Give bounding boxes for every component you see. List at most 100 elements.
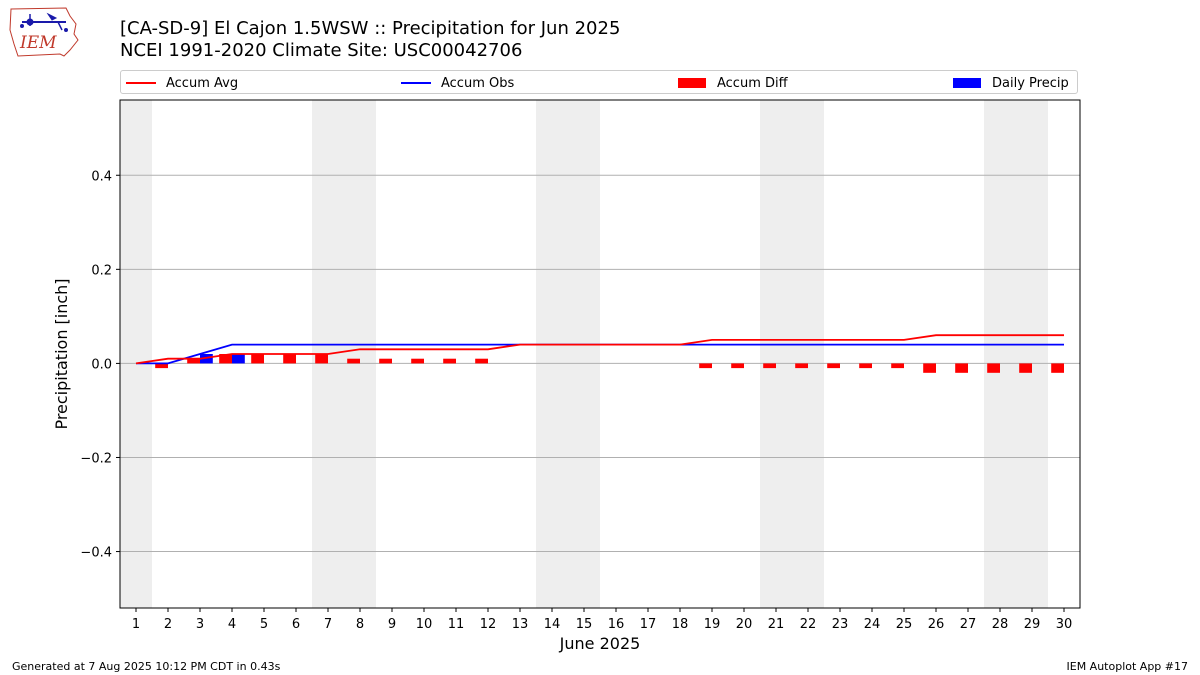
accum-diff-bar: [763, 363, 776, 369]
x-tick-label: 11: [448, 617, 465, 632]
x-tick-label: 6: [292, 617, 300, 632]
iem-logo: IEM: [9, 7, 79, 57]
plot-frame: [119, 99, 1081, 609]
logo-text: IEM: [19, 33, 57, 53]
lines-layer: [135, 334, 1064, 365]
legend-label-accum-diff: Accum Diff: [717, 75, 788, 91]
accum-diff-bar: [731, 363, 744, 369]
x-tick-label: 2: [164, 617, 172, 632]
x-tick-label: 14: [544, 617, 561, 632]
accum-diff-bar: [379, 358, 392, 364]
x-tick-label: 3: [196, 617, 204, 632]
generated-timestamp: Generated at 7 Aug 2025 10:12 PM CDT in …: [12, 660, 281, 673]
accum-diff-bar: [315, 354, 328, 364]
accum-diff-bar: [251, 354, 264, 364]
accum-diff-bar: [187, 358, 200, 364]
x-tick-label: 30: [1056, 617, 1073, 632]
legend-swatch-accum-obs: [401, 82, 431, 84]
legend-label-accum-avg: Accum Avg: [166, 75, 239, 91]
weekend-shade: [120, 100, 152, 608]
legend-item-daily-precip: Daily Precip: [953, 74, 1069, 92]
accum-diff-bar: [795, 363, 808, 369]
legend-label-daily-precip: Daily Precip: [992, 75, 1069, 91]
accum-diff-bar: [219, 354, 232, 364]
x-tick-label: 13: [512, 617, 529, 632]
legend-item-accum-obs: Accum Obs: [401, 74, 514, 92]
accum-diff-bar: [475, 358, 488, 364]
x-tick-label: 18: [672, 617, 689, 632]
accum-diff-bar: [347, 358, 360, 364]
weekend-shade: [984, 100, 1016, 608]
weather-station-icon: [20, 12, 68, 32]
x-axis: 1 2 3 4 5 6 7 8 9 10 11 12 13 14 15 16 17 18 19 20 21 22 23 24 2…: [132, 608, 1072, 632]
legend-label-accum-obs: Accum Obs: [441, 75, 515, 91]
grid-lines: [120, 174, 1080, 553]
x-tick-label: 8: [356, 617, 364, 632]
accum-diff-bar: [955, 363, 968, 373]
legend-swatch-daily-precip: [953, 78, 981, 88]
x-tick-label: 16: [608, 617, 625, 632]
legend-swatch-accum-diff: [678, 78, 706, 88]
accum-diff-bar: [891, 363, 904, 369]
weekend-shade: [568, 100, 600, 608]
daily-precip-bar: [232, 354, 245, 364]
accum-diff-bar: [699, 363, 712, 369]
y-tick-label: 0.4: [91, 169, 112, 184]
y-tick-label: 0.2: [91, 263, 112, 278]
y-tick-label: −0.4: [80, 546, 112, 561]
x-tick-label: 12: [480, 617, 497, 632]
chart-subtitle: NCEI 1991-2020 Climate Site: USC00042706: [120, 40, 523, 61]
x-tick-label: 19: [704, 617, 721, 632]
y-tick-label: −0.2: [80, 451, 112, 466]
accum-avg-line: [135, 334, 1064, 365]
x-tick-label: 5: [260, 617, 268, 632]
x-tick-label: 27: [960, 617, 977, 632]
x-tick-label: 28: [992, 617, 1009, 632]
accum-diff-bar: [923, 363, 936, 373]
x-tick-label: 23: [832, 617, 849, 632]
weekend-shade: [760, 100, 792, 608]
accum-diff-bar: [827, 363, 840, 369]
weekend-shade: [1016, 100, 1048, 608]
y-tick-label: 0.0: [91, 357, 112, 372]
weekend-shade: [792, 100, 824, 608]
x-tick-label: 26: [928, 617, 945, 632]
app-label: IEM Autoplot App #17: [1066, 660, 1189, 673]
bars-layer: [155, 354, 1064, 373]
iowa-state-outline: [9, 7, 79, 57]
x-tick-label: 1: [132, 617, 140, 632]
daily-precip-bar: [200, 354, 213, 364]
x-tick-label: 20: [736, 617, 753, 632]
legend-swatch-accum-avg: [126, 82, 156, 84]
y-axis: −0.4 −0.2 0.0 0.2 0.4: [80, 169, 120, 561]
weekend-shade: [344, 100, 376, 608]
x-tick-label: 17: [640, 617, 657, 632]
x-axis-label: June 2025: [559, 634, 641, 653]
accum-diff-bar: [859, 363, 872, 369]
x-tick-label: 15: [576, 617, 593, 632]
legend-item-accum-diff: Accum Diff: [678, 74, 788, 92]
accum-diff-bar: [1051, 363, 1064, 373]
accum-diff-bar: [987, 363, 1000, 373]
accum-diff-bar: [155, 363, 168, 369]
weekend-shading: [120, 100, 1048, 608]
x-tick-label: 22: [800, 617, 817, 632]
chart-title: [CA-SD-9] El Cajon 1.5WSW :: Precipitati…: [120, 18, 621, 39]
y-axis-label: Precipitation [inch]: [52, 278, 71, 429]
x-tick-label: 10: [416, 617, 433, 632]
x-tick-label: 21: [768, 617, 785, 632]
accum-diff-bar: [411, 358, 424, 364]
x-tick-label: 9: [388, 617, 396, 632]
accum-diff-bar: [443, 358, 456, 364]
x-tick-label: 24: [864, 617, 881, 632]
chart-legend: Accum Avg Accum Obs Accum Diff Daily Pre…: [120, 70, 1078, 94]
x-tick-label: 4: [228, 617, 236, 632]
x-tick-label: 29: [1024, 617, 1041, 632]
legend-item-accum-avg: Accum Avg: [126, 74, 238, 92]
accum-diff-bar: [1019, 363, 1032, 373]
x-tick-label: 25: [896, 617, 913, 632]
accum-diff-bar: [283, 354, 296, 364]
weekend-shade: [536, 100, 568, 608]
x-tick-label: 7: [324, 617, 332, 632]
